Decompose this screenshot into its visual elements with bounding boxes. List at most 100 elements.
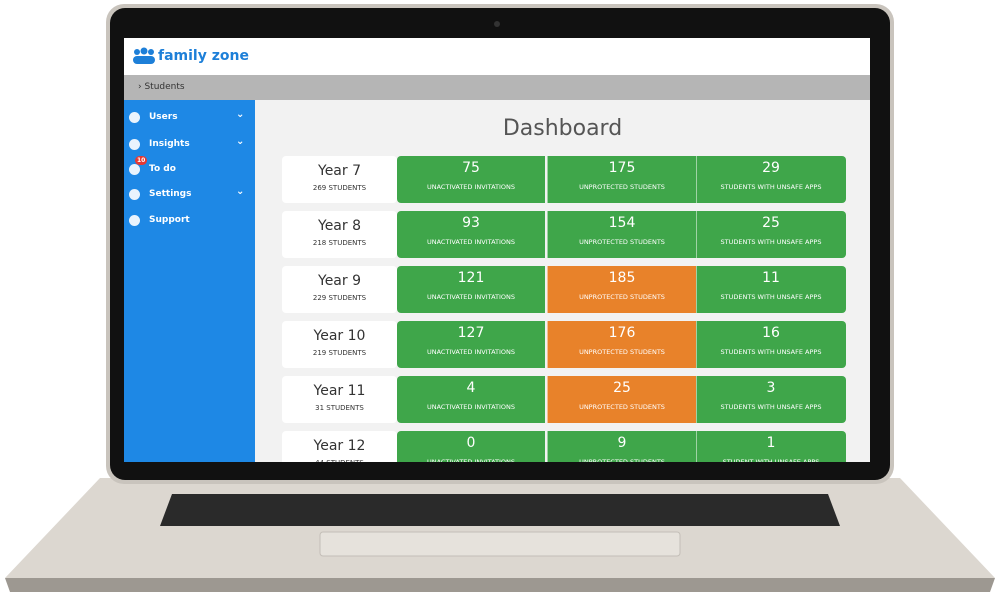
- stat-label: UNPROTECTED STUDENTS: [579, 403, 665, 411]
- stat-label: UNACTIVATED INVITATIONS: [426, 183, 516, 191]
- stat-cell[interactable]: 3 STUDENTS WITH UNSAFE APPS: [696, 376, 846, 423]
- stat-value: 25: [762, 215, 780, 231]
- stat-value: 11: [762, 270, 780, 286]
- stat-cell[interactable]: 175 UNPROTECTED STUDENTS: [547, 156, 696, 203]
- student-count: 44 STUDENTS: [282, 459, 397, 462]
- year-card[interactable]: Year 7 269 STUDENTS: [282, 156, 397, 203]
- stat-value: 16: [762, 325, 780, 341]
- stat-value: 29: [762, 160, 780, 176]
- nav-item[interactable]: Support: [124, 211, 255, 231]
- stat-label: UNPROTECTED STUDENTS: [579, 183, 665, 191]
- nav-label[interactable]: Insights: [149, 139, 190, 149]
- year-card[interactable]: Year 10 219 STUDENTS: [282, 321, 397, 368]
- year-card[interactable]: Year 11 31 STUDENTS: [282, 376, 397, 423]
- screen: family zone › Students Users ⌄ Insights ⌄ To…: [124, 38, 870, 462]
- student-count: 269 STUDENTS: [312, 184, 367, 192]
- breadcrumb-text[interactable]: Students: [144, 82, 185, 92]
- stat-label: UNPROTECTED STUDENTS: [579, 293, 665, 301]
- stat-cell[interactable]: 11 STUDENTS WITH UNSAFE APPS: [696, 266, 846, 313]
- stat-label: STUDENT WITH UNSAFE APPS: [722, 458, 820, 462]
- stat-value: 9: [617, 435, 627, 451]
- year-card[interactable]: Year 12 44 STUDENTS: [282, 431, 397, 462]
- year-label: Year 12: [313, 438, 366, 454]
- stat-label: UNPROTECTED STUDENTS: [579, 458, 665, 462]
- stat-cell[interactable]: 25 STUDENTS WITH UNSAFE APPS: [696, 211, 846, 258]
- trackpad: [319, 531, 681, 557]
- stat-value: 175: [608, 160, 636, 176]
- stat-cell[interactable]: 93 UNACTIVATED INVITATIONS: [397, 211, 545, 258]
- stat-label: STUDENTS WITH UNSAFE APPS: [720, 348, 822, 356]
- stat-label: STUDENTS WITH UNSAFE APPS: [720, 183, 822, 191]
- chevron[interactable]: ⌄: [236, 186, 245, 197]
- year-label: Year 10: [313, 328, 366, 344]
- stat-cell[interactable]: 127 UNACTIVATED INVITATIONS: [397, 321, 545, 368]
- chevron[interactable]: ⌄: [236, 136, 245, 147]
- stat-cell[interactable]: 0 UNACTIVATED INVITATIONS: [397, 431, 545, 462]
- stat-cell[interactable]: 16 STUDENTS WITH UNSAFE APPS: [696, 321, 846, 368]
- sidebar: Users ⌄ Insights ⌄ To do 10 Settings ⌄ Support: [124, 100, 255, 462]
- stat-value: 3: [766, 380, 776, 396]
- dashboard-title: Dashboard: [502, 116, 623, 141]
- nav-icon: [129, 164, 140, 175]
- chevron[interactable]: ⌄: [236, 109, 245, 120]
- year-label: Year 7: [318, 163, 361, 179]
- stat-cell[interactable]: 121 UNACTIVATED INVITATIONS: [397, 266, 545, 313]
- stat-cell[interactable]: 185 UNPROTECTED STUDENTS: [547, 266, 696, 313]
- header: family zone: [124, 38, 870, 75]
- stat-cell[interactable]: 1 STUDENT WITH UNSAFE APPS: [696, 431, 846, 462]
- stat-label: UNACTIVATED INVITATIONS: [426, 348, 516, 356]
- stat-cell[interactable]: 154 UNPROTECTED STUDENTS: [547, 211, 696, 258]
- stat-label: STUDENTS WITH UNSAFE APPS: [720, 293, 822, 301]
- stat-cell[interactable]: 29 STUDENTS WITH UNSAFE APPS: [696, 156, 846, 203]
- stat-value: 127: [457, 325, 485, 341]
- stat-value: 121: [457, 270, 485, 286]
- stat-label: UNACTIVATED INVITATIONS: [426, 293, 516, 301]
- student-count: 31 STUDENTS: [315, 404, 364, 412]
- stat-cell[interactable]: 75 UNACTIVATED INVITATIONS: [397, 156, 545, 203]
- student-count: 219 STUDENTS: [312, 349, 367, 357]
- stat-value: 75: [462, 160, 480, 176]
- stat-value: 154: [608, 215, 636, 231]
- stat-label: UNPROTECTED STUDENTS: [579, 238, 665, 246]
- stat-cell[interactable]: 176 UNPROTECTED STUDENTS: [547, 321, 696, 368]
- year-card[interactable]: Year 9 229 STUDENTS: [282, 266, 397, 313]
- year-label: Year 11: [313, 383, 366, 399]
- nav-label[interactable]: To do: [149, 164, 176, 174]
- student-count: 218 STUDENTS: [312, 239, 367, 247]
- stat-label: UNACTIVATED INVITATIONS: [426, 238, 516, 246]
- stat-label: UNACTIVATED INVITATIONS: [426, 458, 516, 462]
- stat-cell[interactable]: 25 UNPROTECTED STUDENTS: [547, 376, 696, 423]
- nav-item[interactable]: Insights ⌄: [124, 135, 255, 155]
- breadcrumb[interactable]: › Students: [124, 75, 870, 100]
- logo: family zone: [158, 48, 249, 64]
- year-label: Year 8: [318, 218, 361, 234]
- camera: [494, 21, 500, 27]
- nav-icon: [129, 189, 140, 200]
- nav-item[interactable]: Users ⌄: [124, 108, 255, 128]
- nav-item[interactable]: To do 10: [124, 156, 255, 180]
- stat-value: 93: [462, 215, 480, 231]
- nav-item[interactable]: Settings ⌄: [124, 185, 255, 205]
- badge: 10: [135, 156, 148, 165]
- nav-label[interactable]: Settings: [149, 189, 192, 199]
- stat-cell[interactable]: 9 UNPROTECTED STUDENTS: [547, 431, 696, 462]
- keyboard: [160, 494, 840, 526]
- stat-label: STUDENTS WITH UNSAFE APPS: [720, 403, 822, 411]
- stat-cell[interactable]: 4 UNACTIVATED INVITATIONS: [397, 376, 545, 423]
- stat-value: 4: [466, 380, 476, 396]
- nav-label[interactable]: Users: [149, 112, 178, 122]
- year-label: Year 9: [318, 273, 361, 289]
- student-count: 229 STUDENTS: [312, 294, 367, 302]
- nav-icon: [129, 139, 140, 150]
- stat-value: 0: [466, 435, 476, 451]
- nav-icon: [129, 112, 140, 123]
- deck: [5, 478, 995, 578]
- stat-value: 1: [766, 435, 776, 451]
- year-card[interactable]: Year 8 218 STUDENTS: [282, 211, 397, 258]
- deck-edge: [5, 578, 995, 592]
- stat-label: STUDENTS WITH UNSAFE APPS: [720, 238, 822, 246]
- stat-label: UNACTIVATED INVITATIONS: [426, 403, 516, 411]
- stat-label: UNPROTECTED STUDENTS: [579, 348, 665, 356]
- nav-label[interactable]: Support: [149, 215, 190, 225]
